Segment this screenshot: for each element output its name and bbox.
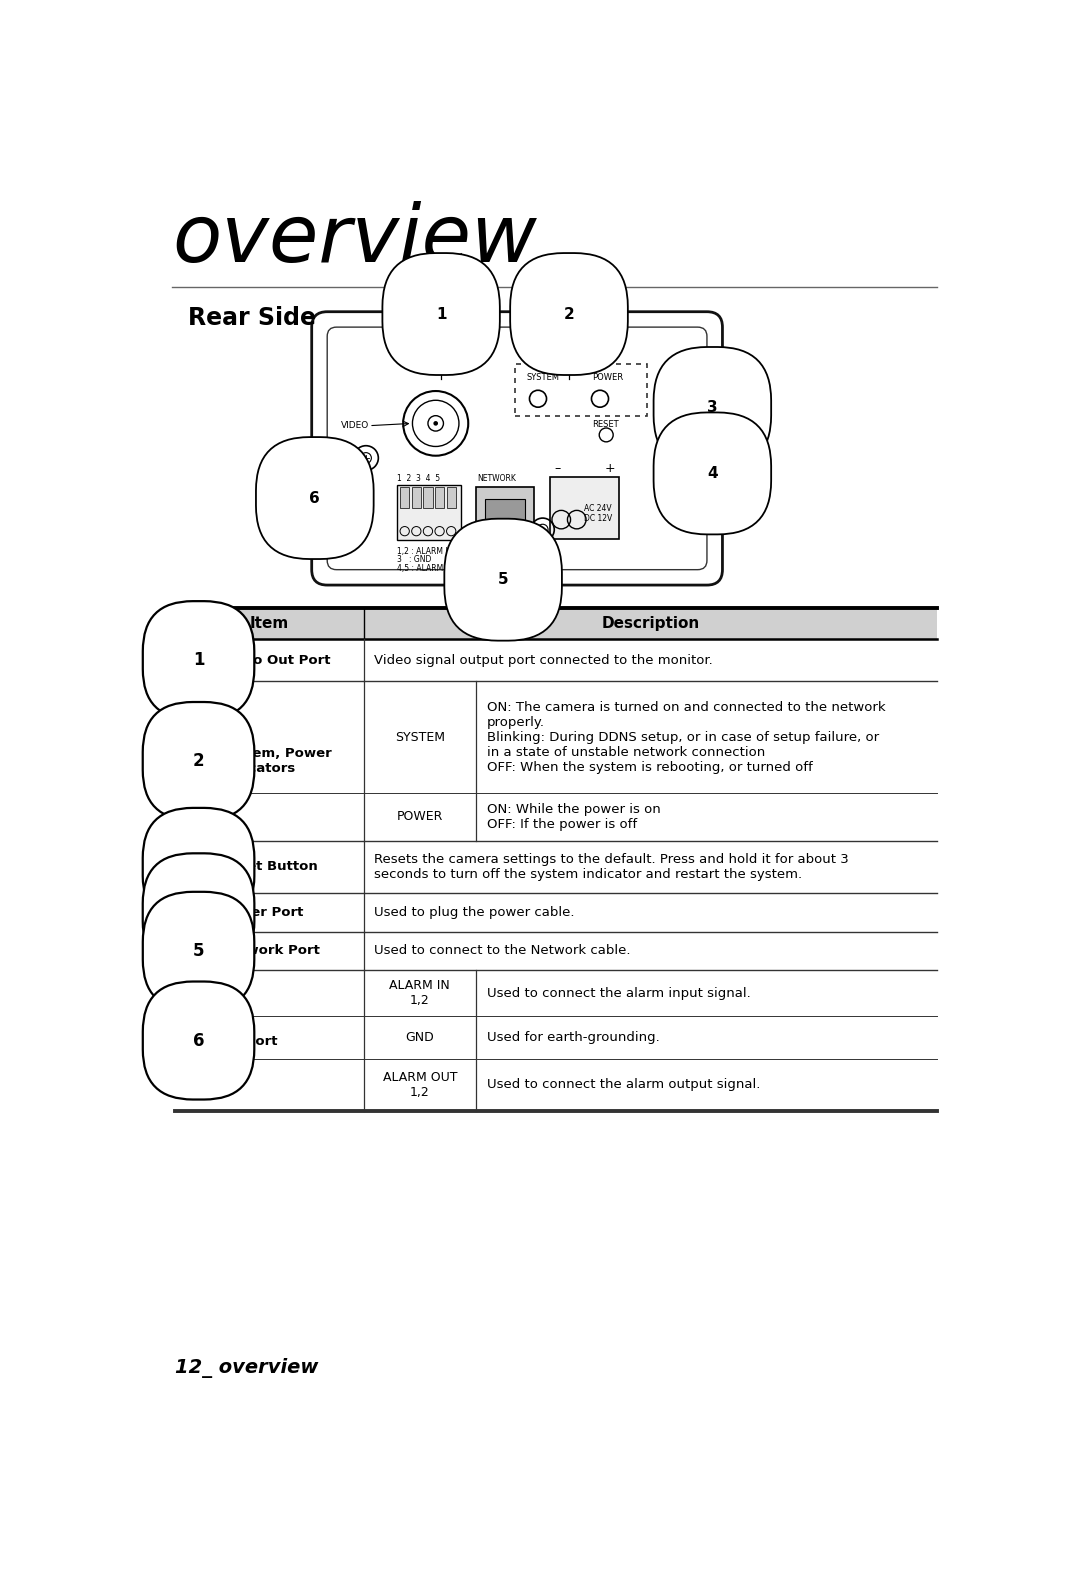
Text: ALARM OUT
1,2: ALARM OUT 1,2 [382, 1071, 457, 1098]
Text: Resets the camera settings to the default. Press and hold it for about 3
seconds: Resets the camera settings to the defaul… [375, 853, 849, 881]
Text: 2: 2 [192, 753, 204, 770]
Text: Used to connect to the Network cable.: Used to connect to the Network cable. [375, 944, 631, 957]
Text: 4,5 : ALARM OUT 1,2: 4,5 : ALARM OUT 1,2 [397, 564, 476, 572]
Text: 1  2  3  4  5: 1 2 3 4 5 [397, 474, 440, 484]
Bar [423, 487, 433, 507]
Text: 5: 5 [498, 572, 509, 588]
Text: ON: The camera is turned on and connected to the network
properly.
Blinking: Dur: ON: The camera is turned on and connecte… [487, 701, 886, 773]
Text: RESET: RESET [592, 419, 619, 429]
Text: ALARM IN
1,2: ALARM IN 1,2 [390, 979, 450, 1007]
Text: Used to plug the power cable.: Used to plug the power cable. [375, 906, 575, 919]
Text: ON: While the power is on
OFF: If the power is off: ON: While the power is on OFF: If the po… [487, 803, 661, 831]
Text: Network Port: Network Port [220, 944, 320, 957]
Text: SYSTEM: SYSTEM [395, 731, 445, 743]
Text: ACT: ACT [482, 536, 496, 540]
Text: 3: 3 [192, 858, 204, 877]
Text: Used to connect the alarm output signal.: Used to connect the alarm output signal. [487, 1078, 760, 1092]
Bar [435, 487, 444, 507]
Bar [485, 500, 525, 522]
FancyBboxPatch shape [327, 327, 707, 570]
Text: LINK: LINK [485, 525, 501, 531]
Text: 3: 3 [707, 401, 718, 415]
Bar [175, 608, 937, 639]
Text: Item: Item [249, 616, 289, 632]
Text: 5: 5 [193, 943, 204, 960]
Text: Video Out Port: Video Out Port [220, 654, 330, 666]
Text: I/O Port: I/O Port [220, 1034, 278, 1046]
Bar [397, 485, 460, 540]
Text: 1: 1 [436, 306, 446, 322]
Bar [550, 478, 619, 539]
Text: GND—: GND— [500, 525, 526, 534]
Text: NETWORK: NETWORK [477, 474, 516, 484]
Text: Used to connect the alarm input signal.: Used to connect the alarm input signal. [487, 987, 751, 999]
Bar [411, 487, 421, 507]
Text: DC 12V: DC 12V [584, 514, 612, 523]
Text: overview: overview [172, 201, 537, 280]
Text: Used for earth-grounding.: Used for earth-grounding. [487, 1031, 660, 1045]
Text: POWER: POWER [396, 811, 443, 823]
Text: 12_ overview: 12_ overview [175, 1359, 319, 1378]
FancyBboxPatch shape [312, 311, 723, 584]
Text: System, Power
Indicators: System, Power Indicators [220, 748, 332, 775]
Text: SYSTEM: SYSTEM [526, 374, 559, 382]
Bar [400, 487, 409, 507]
Text: 4: 4 [192, 903, 204, 921]
Text: 1: 1 [193, 650, 204, 669]
Circle shape [433, 421, 438, 426]
Text: POWER: POWER [592, 374, 623, 382]
Text: GND—: GND— [500, 539, 526, 548]
Text: Video signal output port connected to the monitor.: Video signal output port connected to th… [375, 654, 713, 666]
Bar [446, 487, 456, 507]
Text: Reset Button: Reset Button [220, 861, 318, 873]
Text: Power Port: Power Port [220, 906, 303, 919]
Text: LINK: LINK [513, 536, 529, 540]
Text: 4: 4 [707, 467, 718, 481]
Text: 2: 2 [564, 306, 575, 322]
Text: 6: 6 [193, 1032, 204, 1049]
Text: GND: GND [405, 1031, 434, 1045]
Text: 6: 6 [310, 490, 320, 506]
Text: VIDEO: VIDEO [341, 421, 369, 430]
Text: 3   : GND: 3 : GND [397, 555, 431, 564]
Text: 1,2 : ALARM IN 1,2: 1,2 : ALARM IN 1,2 [397, 547, 468, 556]
Bar [476, 487, 535, 537]
Text: Rear Side: Rear Side [188, 306, 315, 330]
Text: Description: Description [602, 616, 700, 632]
Text: +: + [605, 462, 616, 474]
Text: AC 24V: AC 24V [584, 504, 612, 514]
Text: –: – [554, 462, 561, 474]
Bar [515, 364, 647, 416]
